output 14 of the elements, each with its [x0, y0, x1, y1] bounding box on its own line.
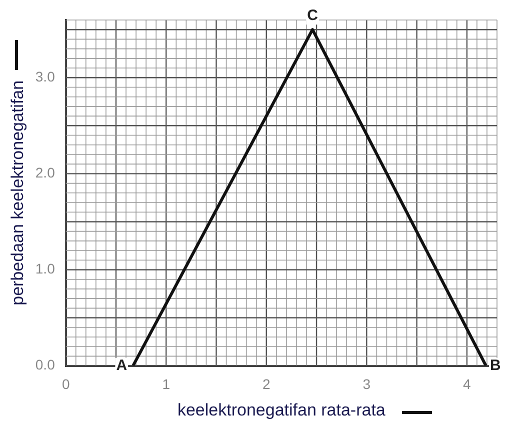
x-tick-label: 4 — [463, 376, 472, 392]
y-tick-label: 3.0 — [35, 68, 56, 84]
annotation: C — [307, 7, 318, 24]
x-tick-label: 1 — [162, 376, 170, 392]
x-axis-title: keelektronegatifan rata-rata — [177, 400, 386, 420]
annotation: A — [116, 356, 128, 374]
y-axis-title: perbedaan keelektronegatifan — [8, 80, 27, 306]
x-tick-label: 3 — [362, 376, 371, 392]
x-tick-label: 2 — [262, 376, 270, 392]
x-tick-label: 0 — [62, 376, 70, 392]
annotation: B — [490, 356, 501, 374]
y-tick-label: 1.0 — [35, 260, 56, 277]
y-tick-label: 0.0 — [35, 356, 56, 373]
y-tick-label: 2.0 — [35, 164, 56, 181]
